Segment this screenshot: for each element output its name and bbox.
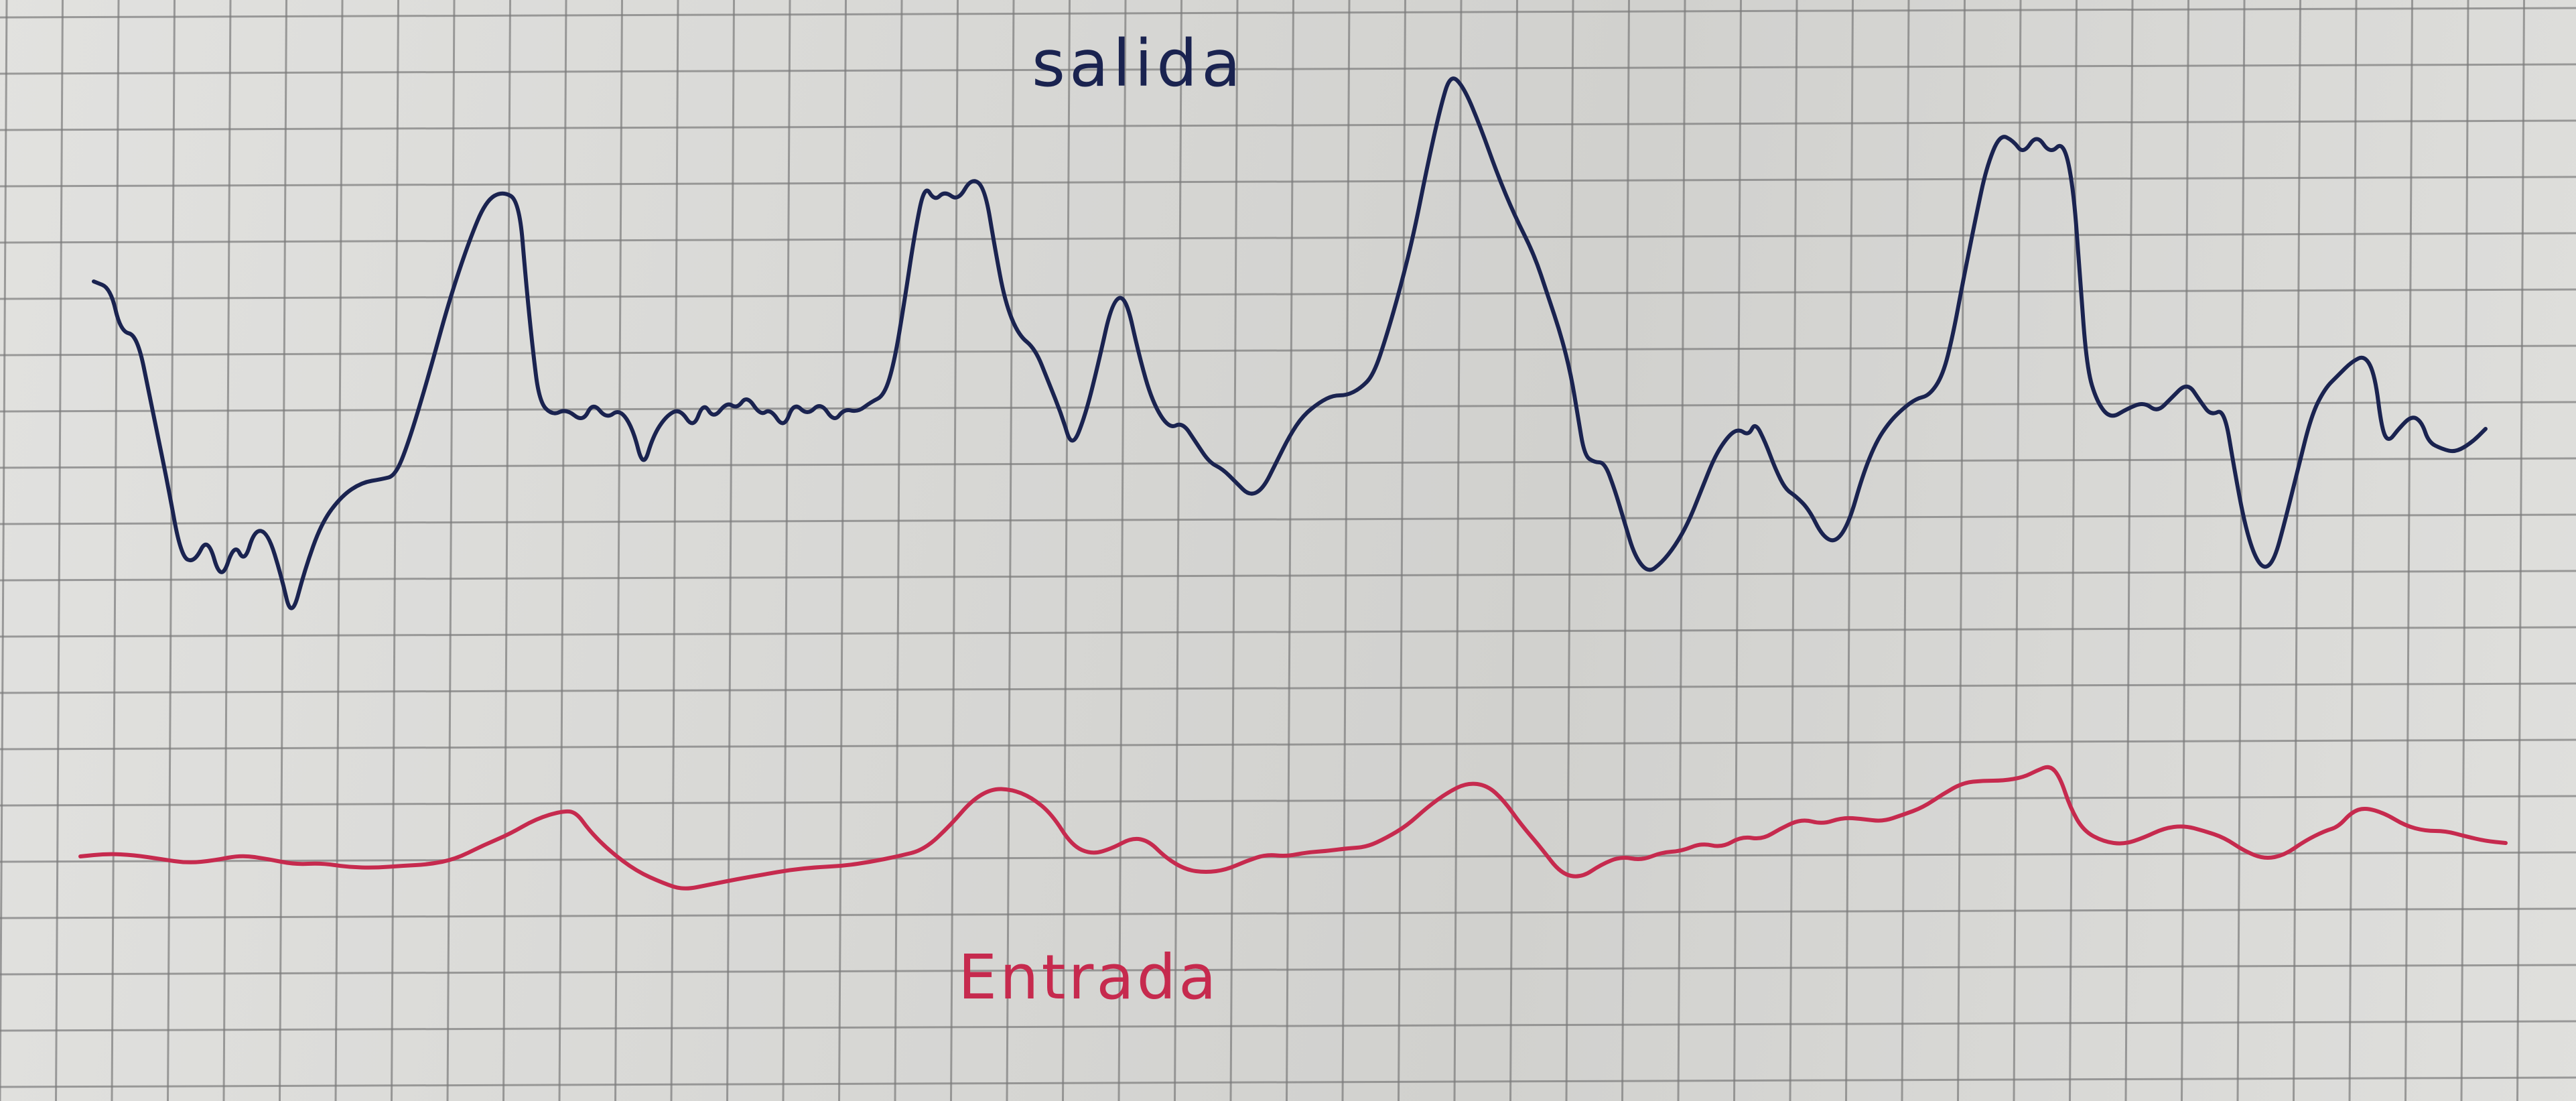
grid-line-vertical [2293,0,2301,1101]
grid-line-vertical [2404,0,2413,1101]
grid-line-horizontal [0,570,2576,582]
grid-line-vertical [726,0,735,1101]
grid-line-vertical [2460,0,2469,1101]
grid-line-vertical [1733,0,1742,1101]
grid-line-vertical [558,0,567,1101]
grid-line-vertical [1062,0,1071,1101]
grid-line-vertical [1117,0,1127,1101]
grid-line-horizontal [0,682,2576,694]
grid-line-vertical [2124,0,2134,1101]
entrada-waveform [78,765,2508,891]
grid-line-vertical [1229,0,1239,1101]
grid-line-horizontal [0,63,2576,75]
grid-line-vertical [1509,0,1518,1101]
grid-line-horizontal [0,119,2576,131]
entrada-label: Entrada [958,942,1219,1013]
grid-line-horizontal [0,232,2576,244]
grid-line-vertical [279,0,287,1101]
grid-line-vertical [1677,0,1686,1101]
grid-line-vertical [950,0,959,1101]
grid-line-horizontal [0,7,2576,19]
grid-line-vertical [1621,0,1630,1101]
grid-line-horizontal [0,626,2576,638]
grid-line-horizontal [0,401,2576,413]
grid-line-vertical [2069,0,2078,1101]
grid-line-vertical [502,0,511,1101]
grid-line-vertical [2181,0,2189,1101]
grid-line-vertical [614,0,623,1101]
grid-line-vertical [0,0,8,1101]
grid-line-vertical [1901,0,1910,1101]
grid-line-vertical [1006,0,1015,1101]
grid-line-horizontal [0,176,2576,188]
grid-line-vertical [1341,0,1351,1101]
grid-line-vertical [222,0,232,1101]
grid-line-vertical [838,0,847,1101]
grid-line-vertical [446,0,456,1101]
grid-line-vertical [670,0,679,1101]
grid-line-vertical [1398,0,1406,1101]
grid-line-vertical [2348,0,2358,1101]
grid-line-vertical [334,0,344,1101]
grid-line-horizontal [0,457,2576,469]
grid-line-vertical [894,0,903,1101]
grid-line-vertical [167,0,176,1101]
grid-line-vertical [391,0,399,1101]
grid-line-vertical [2013,0,2022,1101]
grid-line-vertical [1789,0,1798,1101]
grid-line-vertical [1845,0,1854,1101]
grid-line-vertical [1453,0,1463,1101]
grid-line-horizontal [0,513,2576,525]
grid-line-vertical [2236,0,2246,1101]
grid-line-vertical [1174,0,1182,1101]
salida-waveform [92,76,2488,610]
grid-line-horizontal [0,344,2576,357]
grid-line-horizontal [0,288,2576,300]
grid-line-vertical [55,0,64,1101]
grid-line-horizontal [0,907,2576,919]
grid-line-vertical [1565,0,1574,1101]
grid-line-horizontal [0,1076,2576,1088]
salida-label: salida [1032,26,1245,101]
grid-line-vertical [1957,0,1966,1101]
grid-line-vertical [1286,0,1294,1101]
grid-line-vertical [111,0,120,1101]
grid-line-vertical [2516,0,2525,1101]
grid-line-horizontal [0,738,2576,751]
grid-line-horizontal [0,795,2576,807]
grid-line-horizontal [0,1020,2576,1032]
grid-line-horizontal [0,964,2576,976]
grid-line-vertical [782,0,791,1101]
